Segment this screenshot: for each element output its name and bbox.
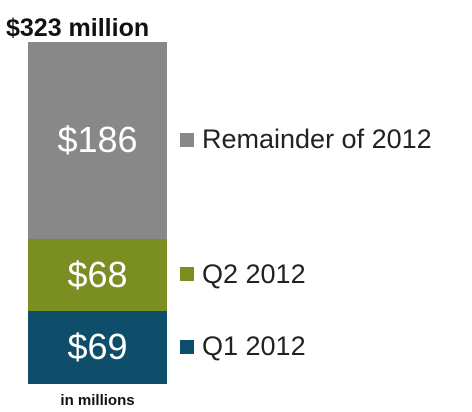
legend-label: Remainder of 2012 [202,124,432,155]
chart-title: $323 million [6,14,150,42]
bar-segment-q2-2012: $68 [28,238,167,311]
bar-segment-remainder-of-2012: $186 [28,42,167,239]
legend-swatch [180,267,194,282]
legend-item: Remainder of 2012 [180,124,432,155]
legend-swatch [180,339,194,354]
data-label: $186 [57,119,138,161]
legend-item: Q2 2012 [180,259,306,290]
legend-label: Q2 2012 [202,258,306,289]
legend-swatch [180,132,194,147]
legend-label: Q1 2012 [202,331,306,362]
unit-label: in millions [60,392,135,409]
legend-item: Q1 2012 [180,331,306,362]
data-label: $69 [67,326,128,368]
bar-segment-q1-2012: $69 [28,310,167,384]
data-label: $68 [67,253,128,295]
